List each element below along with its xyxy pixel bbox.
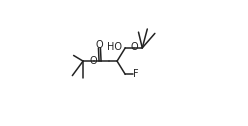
Text: O: O bbox=[90, 56, 97, 66]
Text: F: F bbox=[132, 69, 138, 79]
Text: HO: HO bbox=[107, 42, 122, 52]
Text: O: O bbox=[130, 42, 138, 52]
Text: O: O bbox=[95, 40, 103, 50]
